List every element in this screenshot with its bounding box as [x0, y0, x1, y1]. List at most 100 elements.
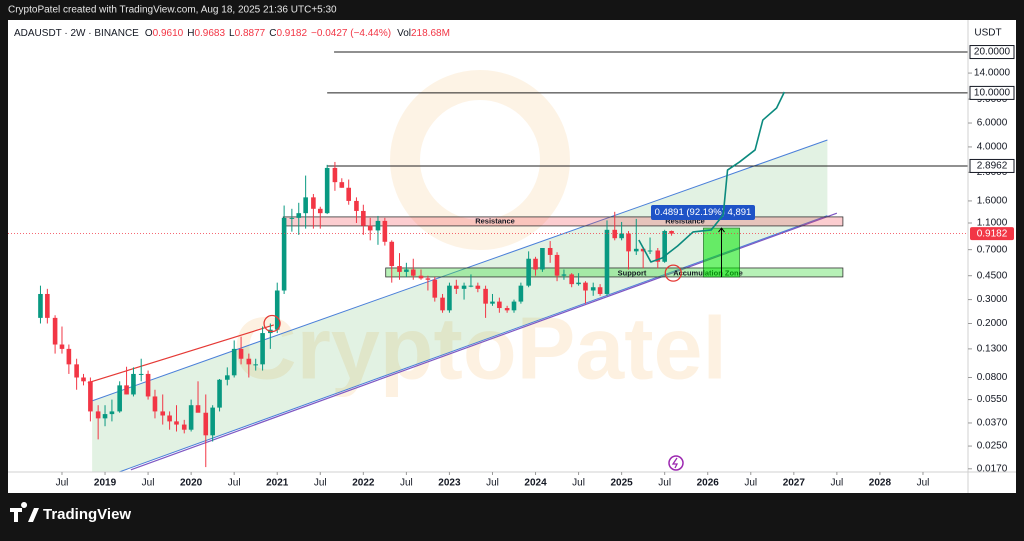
candle-body [81, 377, 86, 382]
brand: TradingView [43, 506, 131, 523]
candle-body [518, 285, 524, 302]
price-line-label: 2.8962 [977, 161, 1008, 172]
channel-fill [92, 139, 828, 472]
zone-label: Support [618, 268, 647, 277]
watermark-logo [390, 70, 570, 250]
candle-body [102, 414, 108, 419]
candle-body [410, 269, 416, 276]
x-tick-label: Jul [830, 478, 843, 489]
candle-body [533, 258, 538, 270]
candle-body [540, 247, 545, 270]
candle-body [497, 301, 502, 309]
zone [282, 216, 844, 227]
y-tick-label: 1.6000 [977, 196, 1008, 207]
candle-body [246, 358, 252, 365]
candle-body [483, 288, 488, 304]
x-tick-label: 2023 [438, 478, 461, 489]
candle-body [195, 405, 201, 413]
candle-body [59, 344, 65, 349]
candle-body [375, 220, 381, 231]
candle-body [354, 200, 359, 211]
candle-body [597, 287, 603, 294]
legend-key: Vol [397, 28, 411, 39]
x-tick-label: Jul [486, 478, 499, 489]
candle-body [160, 411, 166, 416]
header: CryptoPatel created with TradingView.com… [8, 5, 337, 16]
legend-key: H [187, 28, 194, 39]
x-tick-label: Jul [228, 478, 241, 489]
legend-value: 0.9182 [276, 28, 307, 39]
zone-label: Resistance [475, 216, 515, 225]
brand-logo [10, 502, 39, 522]
candle-body [332, 167, 338, 183]
candle-body [38, 293, 43, 318]
x-tick-label: Jul [572, 478, 585, 489]
event-icon[interactable] [668, 455, 684, 471]
candle-body [633, 248, 639, 252]
candle-body [640, 248, 646, 252]
watermark-group: CryptoPatel [233, 70, 727, 397]
candle-body [367, 225, 373, 231]
x-tick-label: 2025 [611, 478, 634, 489]
candle-body [217, 379, 222, 408]
y-tick-label: 4.0000 [977, 142, 1008, 153]
candle-body [583, 282, 588, 291]
measure-arrow [718, 227, 725, 278]
candle-body [662, 230, 667, 262]
trend-line [87, 324, 274, 384]
candle-body [382, 220, 388, 242]
x-tick-label: Jul [56, 478, 69, 489]
zone [385, 267, 844, 278]
price-line-label-bg [969, 85, 1015, 100]
candle-body [511, 301, 517, 311]
symbol: ADAUSDT · 2W · BINANCE [14, 28, 139, 39]
x-tick-label: Jul [744, 478, 757, 489]
candle-body [238, 348, 244, 359]
measure-label: 0.4891 (92.19%) 4,891 [655, 207, 752, 218]
price-line-label: 10.0000 [974, 88, 1011, 99]
zone-label: Resistance [665, 216, 705, 225]
candle-body [66, 348, 72, 365]
y-tick-label: 0.7000 [977, 244, 1008, 255]
y-tick-label: 0.0370 [977, 418, 1008, 429]
y-tick-label: 0.0550 [977, 394, 1008, 405]
candle-body [619, 233, 624, 239]
candle-body [561, 274, 567, 276]
candle-body [317, 208, 323, 214]
candle-body [461, 285, 467, 289]
candle-body [669, 230, 674, 234]
x-tick-label: 2020 [180, 478, 203, 489]
candle-body [167, 415, 172, 422]
x-tick-label: 2028 [869, 478, 892, 489]
y-tick-label: 0.0800 [977, 372, 1008, 383]
candle-body [569, 274, 574, 285]
channel-line [91, 139, 828, 402]
candle-body [203, 412, 209, 436]
legend-change: −0.0427 (−4.44%) [311, 28, 391, 39]
candle-body [289, 217, 295, 219]
candle-body [604, 229, 610, 294]
candle-body [45, 293, 50, 318]
candle-body [231, 348, 237, 376]
x-tick-label: 2021 [266, 478, 289, 489]
candle-body [504, 308, 510, 311]
candle-body [253, 364, 259, 366]
legend-value: 0.9610 [153, 28, 184, 39]
candle-body [131, 373, 136, 395]
legend-value: 0.9683 [194, 28, 225, 39]
candle-body [425, 278, 431, 280]
currency: USDT [974, 28, 1001, 39]
y-tick-label: 14.0000 [974, 68, 1011, 79]
candle-body [339, 182, 345, 188]
candle-body [526, 258, 531, 286]
candle-body [117, 385, 122, 412]
legend-key: O [145, 28, 153, 39]
highlight-circle [263, 314, 281, 333]
x-tick-label: Jul [142, 478, 155, 489]
x-tick-label: Jul [658, 478, 671, 489]
projection-line [638, 91, 786, 263]
watermark-text: CryptoPatel [233, 298, 727, 397]
event-icon-bolt [671, 457, 679, 469]
